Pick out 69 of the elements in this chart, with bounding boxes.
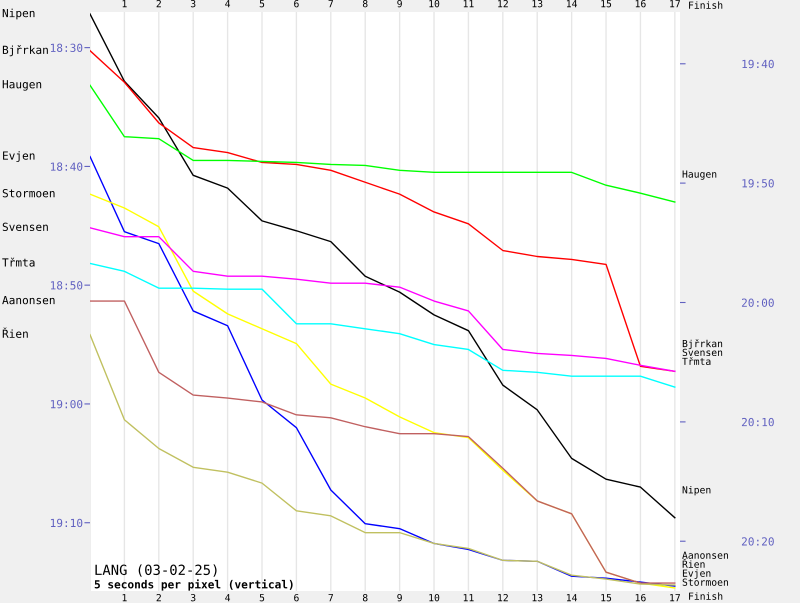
y-tick-label: 19:10 (50, 518, 82, 528)
y2-tick-label: 20:20 (742, 537, 774, 546)
text: Haugen (682, 170, 716, 180)
line-series (90, 262, 676, 388)
text: Svensen (2, 222, 48, 232)
category-label: 12 (498, 0, 508, 8)
series-label: Řien (682, 558, 705, 568)
category-label: 7 (328, 0, 334, 8)
text: Bjřrkan (2, 45, 48, 56)
x-tick-label: 2 (156, 594, 161, 602)
x-tick-label: 13 (532, 594, 542, 602)
y2-tick-label: 20:10 (742, 418, 774, 426)
x-tick-label: 5 (260, 594, 264, 602)
text: Finish (689, 1, 722, 9)
x-tick-label: 6 (294, 594, 299, 602)
x-tick-label: 8 (362, 594, 368, 602)
y2-tick-label: 20:00 (742, 298, 774, 307)
annotation: LANG (03-02-25) (95, 564, 217, 577)
series-label: Evjen (682, 569, 710, 579)
y2-tick-label: 19:40 (742, 60, 774, 68)
x-tick-label: 11 (464, 594, 474, 602)
category-label: 16 (636, 0, 646, 8)
x-tick-label: 3 (190, 594, 196, 602)
x-tick-label: 17 (670, 594, 680, 602)
x-tick-label: 7 (328, 594, 334, 602)
y-tick-label: 18:30 (50, 44, 82, 52)
category-label: 15 (601, 0, 612, 8)
category-label: 10 (429, 0, 440, 8)
line-series (90, 227, 676, 372)
text: Bjřrkan (682, 339, 722, 350)
text: Nipen (2, 8, 34, 20)
category-label: 6 (294, 0, 299, 8)
category-label: 3 (190, 0, 196, 8)
x-tick-label: 9 (397, 594, 402, 602)
y-tick-label: 18:40 (50, 162, 82, 171)
text: Nipen (682, 486, 710, 496)
category-label: 5 (260, 0, 264, 8)
text: Evjen (3, 151, 34, 162)
series-label: Stormoen (682, 578, 728, 586)
x-tick-label: 16 (636, 594, 646, 602)
line-series (90, 13, 676, 518)
annotation: 5 seconds per pixel (vertical) (94, 579, 293, 591)
series-label: Svensen (682, 348, 722, 356)
y-tick-label: 18:50 (50, 281, 82, 290)
y-tick-label: 19:00 (50, 400, 82, 408)
text: Aanonsen (682, 552, 728, 559)
category-label: 13 (532, 0, 542, 8)
x-tick-label: 1 (122, 594, 127, 602)
text: Třmta (2, 258, 35, 267)
line-series (90, 84, 676, 203)
x-tick-label: 4 (225, 594, 230, 602)
x-tick-label: 15 (601, 594, 612, 602)
text: Finish (689, 592, 722, 600)
category-label: 9 (397, 0, 402, 8)
text: Haugen (2, 80, 42, 91)
line-series (90, 50, 676, 372)
text: Aanonsen (2, 296, 55, 304)
x-tick-label: 12 (498, 594, 508, 602)
text: Řien (2, 327, 28, 338)
text: Třmta (682, 357, 710, 366)
category-label: 14 (566, 0, 578, 8)
y2-tick-label: 19:50 (742, 179, 774, 188)
category-label: 4 (225, 0, 230, 8)
x-tick-label: 10 (429, 594, 440, 602)
category-label: 11 (464, 0, 474, 8)
x-tick-label: 14 (566, 594, 578, 602)
text: Stormoen (2, 188, 55, 198)
category-label: 8 (362, 0, 368, 8)
category-label: 17 (670, 0, 680, 8)
